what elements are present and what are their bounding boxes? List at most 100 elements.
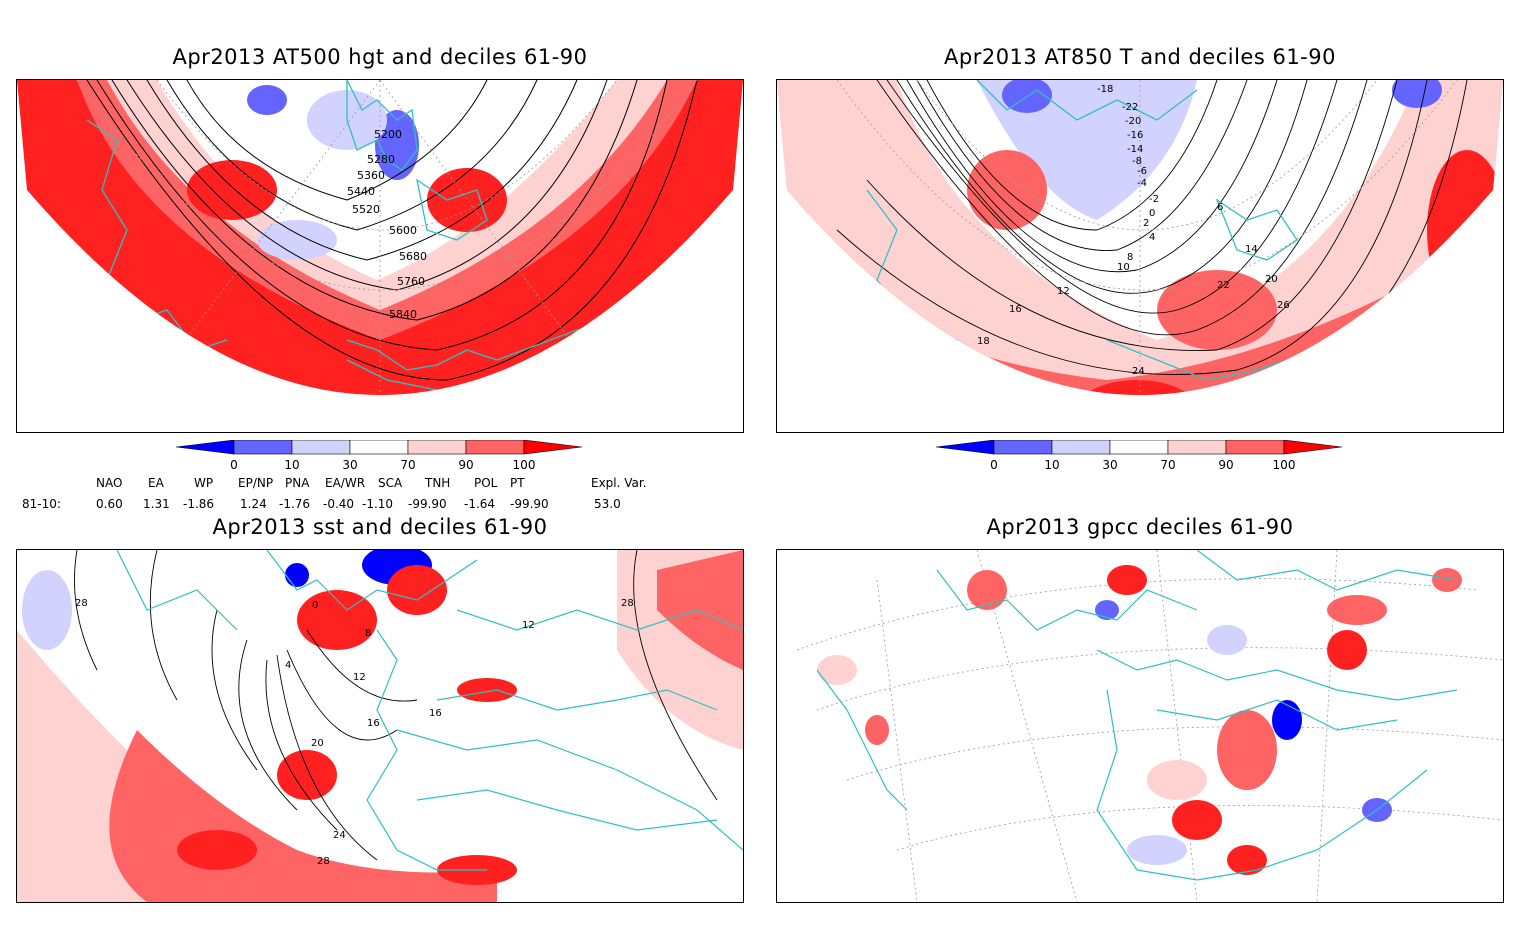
contour-label: 5600 <box>389 224 417 237</box>
teleconnection-indices: NAO EA WP EP/NP PNA EA/WR SCA TNH POL PT… <box>0 474 760 514</box>
contour-label: 6 <box>1217 202 1223 213</box>
contour-label: 0 <box>312 600 318 611</box>
index-header: PNA <box>285 476 310 490</box>
contour-label: 5280 <box>367 153 395 166</box>
contour-label: 28 <box>317 856 330 867</box>
colorbar-tick: 30 <box>1102 458 1118 472</box>
contour-label: 10 <box>1117 262 1130 273</box>
colorbar-tick: 10 <box>1044 458 1060 472</box>
colorbar-swatch <box>1283 439 1343 455</box>
contour-label: -2 <box>1149 194 1159 205</box>
colorbar-tick: 0 <box>230 458 238 472</box>
contour-label: 8 <box>1127 252 1133 263</box>
contour-label: -16 <box>1127 130 1143 141</box>
index-header: SCA <box>378 476 403 490</box>
index-value: 53.0 <box>594 497 621 511</box>
contour-label: 12 <box>522 620 535 631</box>
index-value: 0.60 <box>96 497 123 511</box>
panel-title-sst: Apr2013 sst and deciles 61-90 <box>212 515 548 539</box>
colorbar-swatch <box>407 439 467 455</box>
contour-label: 28 <box>621 598 634 609</box>
contour-label: 5200 <box>374 128 402 141</box>
colorbar-tick: 30 <box>342 458 358 472</box>
panel-title-t850: Apr2013 AT850 T and deciles 61-90 <box>944 45 1336 69</box>
index-header: EA <box>148 476 164 490</box>
contour-label: 2 <box>1143 218 1149 229</box>
contour-label: 12 <box>1057 286 1070 297</box>
contour-label: 5760 <box>397 275 425 288</box>
index-value: -1.76 <box>279 497 311 511</box>
colorbar-tick: 100 <box>1272 458 1296 472</box>
index-header: PT <box>510 476 525 490</box>
index-header: WP <box>194 476 214 490</box>
colorbar-swatch <box>935 439 995 455</box>
contour-label: 24 <box>1132 366 1145 377</box>
contour-label: 24 <box>333 830 346 841</box>
contour-label: 26 <box>1277 300 1290 311</box>
colorbar-hgt500: 0 10 30 70 90 100 <box>175 439 596 474</box>
index-row-label: 81-10: <box>22 497 61 511</box>
colorbar-tick: 70 <box>1160 458 1176 472</box>
contour-label: 16 <box>1009 304 1022 315</box>
contour-label: 5520 <box>352 203 380 216</box>
contour-label: 20 <box>311 738 324 749</box>
contour-label: -18 <box>1097 84 1113 95</box>
colorbar-tick: 70 <box>400 458 416 472</box>
contour-label: 5440 <box>347 185 375 198</box>
colorbar-swatch <box>1225 439 1285 455</box>
contour-label: -6 <box>1137 166 1147 177</box>
index-header: EA/WR <box>325 476 366 490</box>
colorbar-swatch <box>175 439 235 455</box>
index-value: 1.24 <box>240 497 267 511</box>
contour-label: 14 <box>1245 244 1258 255</box>
contour-label: 5840 <box>389 308 417 321</box>
index-value: 1.31 <box>143 497 170 511</box>
index-header: NAO <box>96 476 123 490</box>
colorbar-swatch <box>523 439 583 455</box>
colorbar-swatch <box>233 439 293 455</box>
contour-label: 16 <box>429 708 442 719</box>
contour-label: -8 <box>1132 156 1142 167</box>
index-value: -99.90 <box>510 497 549 511</box>
contour-label: -14 <box>1127 144 1143 155</box>
map-gpcc <box>776 549 1504 903</box>
colorbar-swatch <box>465 439 525 455</box>
index-header: POL <box>474 476 498 490</box>
contour-label: 12 <box>353 672 366 683</box>
contour-label: 4 <box>285 660 291 671</box>
contour-label: 5360 <box>357 169 385 182</box>
colorbar-tick: 90 <box>458 458 474 472</box>
colorbar-t850: 0 10 30 70 90 100 <box>935 439 1356 474</box>
colorbar-swatch <box>1167 439 1227 455</box>
colorbar-tick: 10 <box>284 458 300 472</box>
colorbar-swatch <box>1109 439 1169 455</box>
index-header: Expl. Var. <box>591 476 647 490</box>
map-hgt500: 5200 5280 5360 5440 5520 5600 5680 5760 … <box>16 79 744 433</box>
colorbar-tick: 100 <box>512 458 536 472</box>
contour-label: -4 <box>1137 178 1147 189</box>
contour-label: 16 <box>367 718 380 729</box>
index-value: -1.10 <box>362 497 394 511</box>
colorbar-swatch <box>291 439 351 455</box>
colorbar-swatch <box>993 439 1053 455</box>
contour-label: 8 <box>365 628 371 639</box>
contour-label: -22 <box>1122 102 1138 113</box>
index-value: -99.90 <box>408 497 447 511</box>
contour-label: 5680 <box>399 250 427 263</box>
panel-title-gpcc: Apr2013 gpcc deciles 61-90 <box>986 515 1294 539</box>
index-header: TNH <box>425 476 451 490</box>
panel-title-hgt500: Apr2013 AT500 hgt and deciles 61-90 <box>172 45 588 69</box>
contour-label: 18 <box>977 336 990 347</box>
map-sst: 28 0 4 8 12 16 20 24 28 16 12 28 <box>16 549 744 903</box>
colorbar-tick: 90 <box>1218 458 1234 472</box>
colorbar-swatch <box>349 439 409 455</box>
index-value: -0.40 <box>323 497 355 511</box>
contour-label: -20 <box>1125 116 1141 127</box>
index-value: -1.86 <box>183 497 215 511</box>
index-value: -1.64 <box>464 497 496 511</box>
map-t850: -22 -20 -18 -16 -14 -8 -6 -4 -2 0 2 4 6 … <box>776 79 1504 433</box>
colorbar-tick: 0 <box>990 458 998 472</box>
contour-label: 28 <box>75 598 88 609</box>
contour-label: 20 <box>1265 274 1278 285</box>
contour-label: 22 <box>1217 280 1230 291</box>
